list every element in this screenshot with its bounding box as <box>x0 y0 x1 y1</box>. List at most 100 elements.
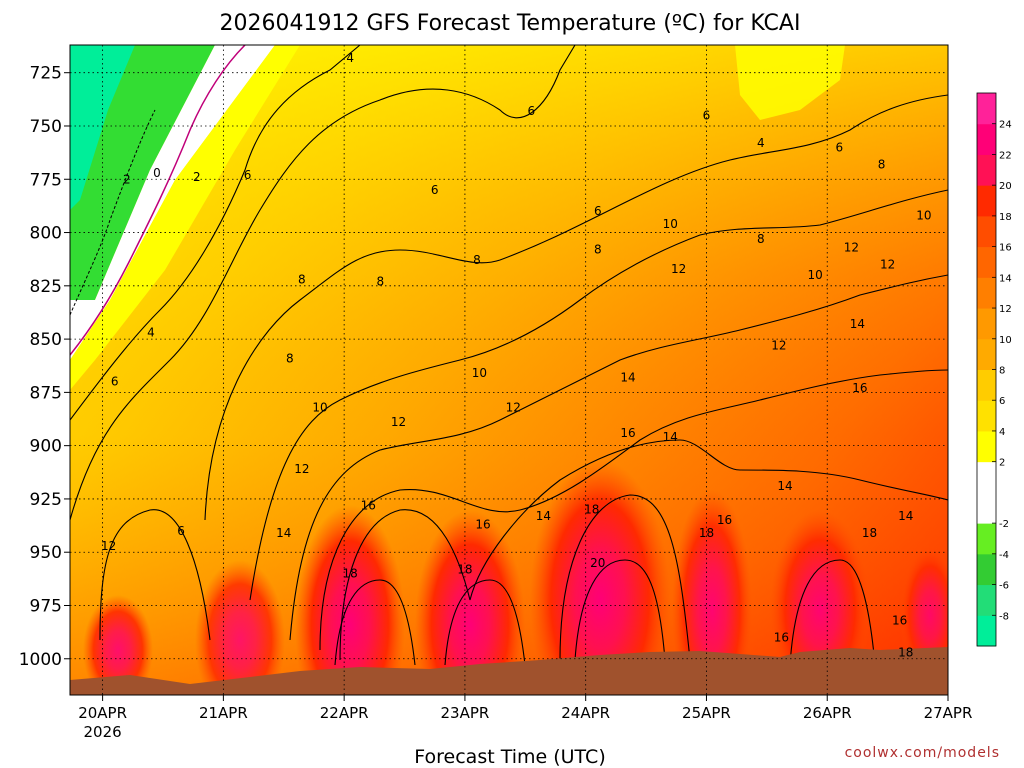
y-tick-label: 800 <box>30 224 62 244</box>
contour-label: 6 <box>528 104 536 118</box>
contour-label: 14 <box>850 317 865 331</box>
contour-label: 18 <box>862 526 877 540</box>
x-tick-label: 24APR <box>561 704 610 722</box>
contour-label: 8 <box>473 253 481 267</box>
contour-label: 12 <box>671 262 686 276</box>
contour-label: 16 <box>620 426 635 440</box>
y-tick-label: 875 <box>30 383 62 403</box>
contour-label: 6 <box>431 183 439 197</box>
contour-16 <box>339 439 948 661</box>
contour-label: 10 <box>312 400 327 414</box>
contour-4 <box>70 45 361 421</box>
x-tick-year: 2026 <box>84 723 122 741</box>
colorbar-segment <box>977 338 996 370</box>
contour-label: 14 <box>663 430 678 444</box>
chart-title: 2026041912 GFS Forecast Temperature (ºC)… <box>220 11 801 36</box>
x-tick-label: 27APR <box>924 704 973 722</box>
contour-20-24apr <box>574 559 666 661</box>
contour-label: 6 <box>835 140 843 154</box>
contour-label: 10 <box>663 217 678 231</box>
contour-label: 4 <box>346 51 354 65</box>
contour-12 <box>289 274 948 641</box>
contour-label: 18 <box>898 645 913 659</box>
colorbar-label: 16 <box>999 243 1012 254</box>
contour-label: 16 <box>892 613 907 627</box>
y-tick-label: 925 <box>30 490 62 510</box>
colorbar-label: 10 <box>999 335 1012 346</box>
contour-label: 10 <box>916 208 931 222</box>
contour-label: 18 <box>457 562 472 576</box>
contour-label: 18 <box>699 526 714 540</box>
colorbar-segment <box>977 369 996 401</box>
y-tick-label: 900 <box>30 437 62 457</box>
contour-10 <box>249 189 948 601</box>
contour-18-22apr <box>334 579 416 666</box>
contour-18-26apr <box>789 559 876 666</box>
contour-label: 16 <box>475 518 490 532</box>
contour-label: 12 <box>844 240 859 254</box>
colorbar-segment <box>977 185 996 217</box>
colorbar-label: 14 <box>999 273 1012 284</box>
contour-label: 14 <box>898 509 913 523</box>
colorbar-segment <box>977 246 996 278</box>
contour-14 <box>319 369 948 651</box>
contour-label: 18 <box>584 503 599 517</box>
contour-label: 6 <box>177 524 185 538</box>
contour-label: 14 <box>620 370 635 384</box>
contour-12-20apr <box>99 509 211 641</box>
contour-label: 8 <box>594 243 602 257</box>
contour-label: 4 <box>757 136 765 150</box>
colorbar-label: 2 <box>999 458 1005 469</box>
colorbar-label: 8 <box>999 366 1005 377</box>
contour-label: 16 <box>774 630 789 644</box>
colorbar-label: 24 <box>999 120 1012 131</box>
colorbar-label: 12 <box>999 304 1012 315</box>
contour-label: 8 <box>757 232 765 246</box>
contour-label: 20 <box>590 556 605 570</box>
x-tick-label: 25APR <box>682 704 731 722</box>
contour-label: 4 <box>147 326 155 340</box>
colorbar-label: 20 <box>999 181 1012 192</box>
region-2-4 <box>70 45 300 390</box>
colorbar-label: -2 <box>999 519 1009 530</box>
contour-6 <box>70 45 576 521</box>
y-tick-label: 775 <box>30 170 62 190</box>
x-tick-label: 21APR <box>199 704 248 722</box>
colorbar-segment <box>977 93 996 125</box>
contour-label: 8 <box>298 272 306 286</box>
credit-text: coolwx.com/models <box>845 745 1000 761</box>
y-tick-label: 725 <box>30 64 62 84</box>
colorbar-label: -6 <box>999 581 1009 592</box>
contour-label: 8 <box>878 157 886 171</box>
y-tick-label: 1000 <box>19 650 62 670</box>
contour-label: 12 <box>294 462 309 476</box>
colorbar-segment <box>977 277 996 309</box>
contour-18-24apr <box>559 494 691 661</box>
warm-core-25apr <box>672 490 752 695</box>
cool-pocket-25apr <box>735 45 845 120</box>
colorbar-segment <box>977 584 996 616</box>
x-axis: 20APR 21APR 22APR 23APR 24APR 25APR 26APR 27APR… <box>78 695 972 741</box>
colorbar-segment <box>977 492 996 524</box>
colorbar-segment <box>977 154 996 186</box>
colorbar-label: -8 <box>999 611 1009 622</box>
contour-label: 12 <box>771 338 786 352</box>
contour-label: 10 <box>808 268 823 282</box>
colorbar-label: 4 <box>999 427 1005 438</box>
contour-label: 14 <box>276 526 291 540</box>
y-tick-label: 975 <box>30 596 62 616</box>
warm-core-23apr <box>415 510 525 695</box>
y-axis: 725 750 775 800 825 850 875 900 925 950 975 1000 <box>19 64 70 670</box>
colorbar-label: 6 <box>999 396 1005 407</box>
y-tick-label: 850 <box>30 330 62 350</box>
contour-label: 14 <box>777 479 792 493</box>
contour-label: 8 <box>377 275 385 289</box>
colorbar-segment <box>977 615 996 647</box>
warm-core-24apr <box>530 460 670 695</box>
y-tick-label: 950 <box>30 543 62 563</box>
contour-label: 16 <box>717 513 732 527</box>
contour-label: 6 <box>111 375 119 389</box>
